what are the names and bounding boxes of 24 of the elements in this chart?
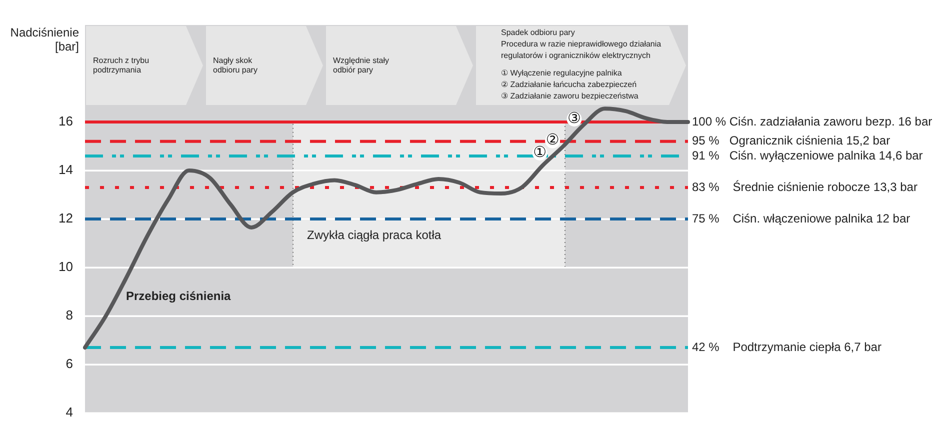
y-tick-label: 16 [58,114,73,129]
y-tick-label: 4 [66,404,73,420]
annotation: ③ [568,108,581,127]
y-tick-label: 6 [66,356,73,372]
y-tick-label: 12 [58,210,73,226]
line-series [83,106,690,350]
annotation: Rozruch z trybu podtrzymania [93,56,150,74]
annotation: Spadek odbioru pary Procedura w razie nieprawidłowego działania regulatorów i ograniczników elektrycznych ① Wyłączenie regulacyjne palnika ② Zadziałanie łańcucha zabezpieczeń ③ Zadziałanie zaworu bezpieczeństwa [501,28,662,100]
ref-line-label: 91 % Ciśn. wyłączeniowe palnika 14,6 bar [692,148,923,162]
ref-line-label: 100 % Ciśn. zadziałania zaworu bezp. 16 bar [692,114,932,128]
ref-line-label: 95 % Ogranicznik ciśnienia 15,2 bar [692,134,890,148]
annotation: Nagły skok odbioru pary [213,56,258,74]
band-label: Zwykła ciągła praca kotła [307,228,442,242]
y-tick-label: 8 [66,308,73,323]
ref-line-label: 75 % Ciśn. włączeniowe palnika 12 bar [692,211,910,226]
y-tick-label: 10 [58,259,73,274]
annotation: ① [533,142,547,161]
y-tick-label: 14 [58,162,73,178]
ref-line-label: 83 % Średnie ciśnienie robocze 13,3 bar [692,180,918,194]
y-axis-title: Nadciśnienie [bar] [10,25,80,54]
annotation: Względnie stały odbiór pary [333,56,390,74]
ref-line-label: 42 % Podtrzymanie ciepła 6,7 bar [692,340,882,354]
annotation: ② [546,130,560,149]
annotation: Przebieg ciśnienia [126,289,231,303]
